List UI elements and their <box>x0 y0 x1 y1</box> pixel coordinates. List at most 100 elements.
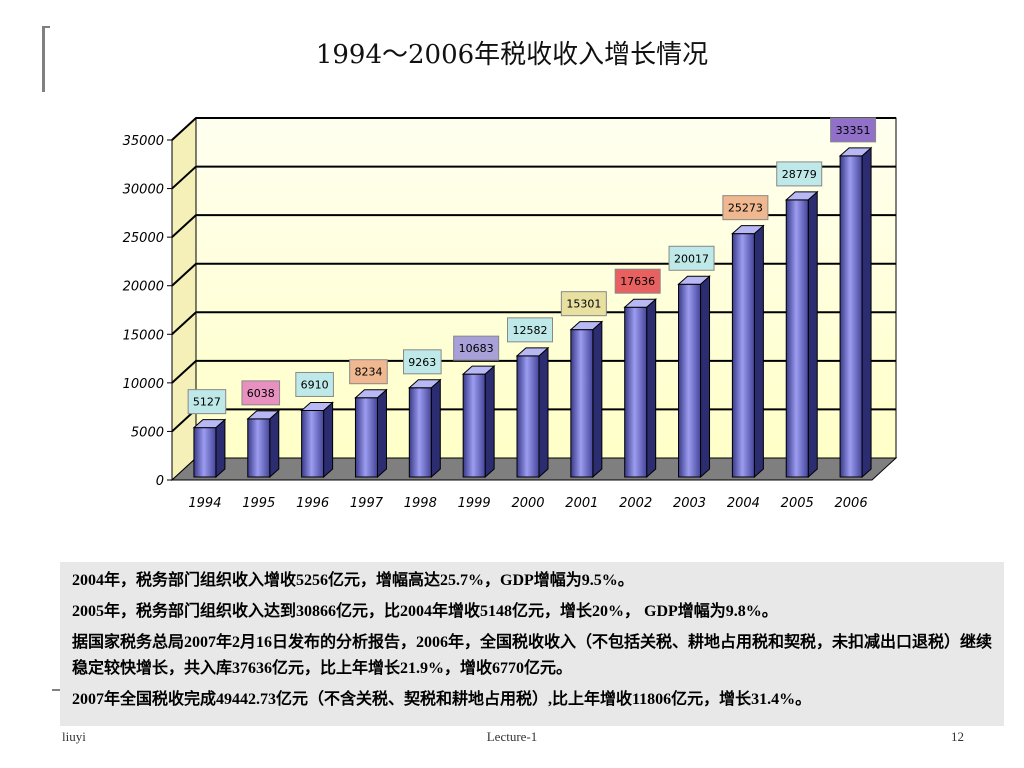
x-tick-label: 1994 <box>188 496 221 511</box>
bar-top <box>246 410 281 420</box>
data-label-box <box>187 389 227 415</box>
data-label-box <box>349 359 388 385</box>
bar <box>570 329 594 478</box>
bar-top <box>838 147 873 157</box>
bar <box>408 387 432 478</box>
data-label: 20017 <box>674 252 709 265</box>
bar <box>731 233 755 478</box>
bar-top <box>731 225 765 235</box>
bar-side <box>700 275 711 479</box>
bar <box>462 373 486 478</box>
gridline <box>171 214 896 238</box>
y-tick-label: 35000 <box>123 134 164 149</box>
bar-top <box>569 321 604 331</box>
data-label: 33351 <box>836 124 871 137</box>
x-tick-label: 1997 <box>350 496 384 511</box>
gridline <box>171 165 896 190</box>
bar-top <box>677 275 711 285</box>
y-tick-label: 30000 <box>123 183 164 198</box>
y-tick-label: 0 <box>156 474 164 489</box>
gridline <box>171 262 896 287</box>
data-label: 10683 <box>459 342 494 355</box>
x-tick-label: 2002 <box>619 496 652 511</box>
y-tick-label: 25000 <box>123 231 164 246</box>
bar-side <box>646 298 657 479</box>
data-label: 17636 <box>620 275 655 288</box>
bar-top <box>515 347 550 357</box>
x-tick-label: 2005 <box>781 496 814 511</box>
footer-lecture: Lecture-1 <box>486 729 538 744</box>
note-2005: 2005年，税务部门组织收入达到30866亿元，比2004年增收5148亿元，增… <box>72 603 778 620</box>
bar <box>354 397 378 478</box>
gridline <box>171 311 896 336</box>
bar <box>624 306 648 478</box>
data-label: 6910 <box>301 378 329 391</box>
x-tick-label: 1995 <box>242 496 275 511</box>
x-tick-label: 2000 <box>511 496 544 511</box>
bar-side <box>484 365 495 479</box>
data-label-box <box>507 317 553 343</box>
data-label: 6038 <box>247 387 275 400</box>
data-label: 25273 <box>728 202 763 215</box>
data-label-box <box>295 371 334 397</box>
bar-top <box>192 419 227 429</box>
y-tick-label: 20000 <box>123 280 164 295</box>
data-label-box <box>722 195 769 221</box>
note-2006-report: 据国家税务总局2007年2月16日发布的分析报告，2006年，全国税收收入（不包… <box>72 634 993 677</box>
bar <box>678 283 702 478</box>
data-label: 9263 <box>408 356 436 369</box>
note-2007: 2007年全国税收完成49442.73亿元（不含关税、契税和耕地占用税）,比上年… <box>72 691 812 708</box>
bar-side <box>269 409 280 479</box>
bar-side <box>861 146 872 479</box>
bar-side <box>753 224 764 479</box>
x-tick-label: 1996 <box>296 496 329 511</box>
x-tick-label: 1998 <box>404 496 437 511</box>
page-title: 1994～2006年税收收入增长情况 <box>315 40 709 70</box>
data-label: 28779 <box>782 168 817 181</box>
bar-side <box>215 418 226 479</box>
bar-side <box>807 190 818 479</box>
slide-accent-bar <box>42 26 45 92</box>
x-tick-label: 2006 <box>835 496 868 511</box>
bar <box>785 199 809 478</box>
bar-top <box>784 191 819 201</box>
bar-top <box>354 389 388 399</box>
data-label: 8234 <box>354 366 382 379</box>
data-label-box <box>241 380 281 406</box>
data-label-box <box>830 117 877 143</box>
bar-chart: 0 5000 10000 15000 20000 25000 30000 35000 5127 1… <box>123 116 898 511</box>
bar-side <box>323 401 334 479</box>
bar-top <box>461 365 496 375</box>
note-2004: 2004年，税务部门组织收入增收5256亿元，增幅高达25.7%，GDP增幅为9… <box>72 572 634 589</box>
y-tick-label: 5000 <box>131 425 164 440</box>
slide-side-dash <box>52 689 60 691</box>
bar <box>193 427 217 478</box>
bar <box>301 409 325 478</box>
data-label-box <box>453 335 500 361</box>
y-tick-label: 15000 <box>123 328 164 343</box>
y-tick-label: 10000 <box>123 377 164 392</box>
data-label: 15301 <box>566 298 601 311</box>
data-label-box <box>560 291 607 317</box>
bar-side <box>538 346 549 479</box>
chart-left-wall <box>171 116 197 482</box>
footer-page-number: 12 <box>951 729 964 744</box>
data-label: 5127 <box>193 396 221 409</box>
bar-top <box>407 379 442 389</box>
x-tick-label: 2004 <box>727 496 760 511</box>
data-label: 12582 <box>513 324 548 337</box>
gridline <box>171 359 896 384</box>
data-label-box <box>614 268 661 294</box>
slide-accent-tick <box>42 26 50 28</box>
footer-author: liuyi <box>62 729 86 744</box>
data-label-box <box>668 245 715 271</box>
x-tick-label: 2001 <box>565 496 598 511</box>
data-label-box <box>776 161 823 187</box>
bar-side <box>376 388 387 479</box>
bar-side <box>430 378 441 479</box>
bar <box>839 155 863 478</box>
data-label-box <box>403 349 442 375</box>
x-tick-label: 2003 <box>673 496 706 511</box>
bar-top <box>300 401 334 411</box>
gridline <box>171 117 896 141</box>
